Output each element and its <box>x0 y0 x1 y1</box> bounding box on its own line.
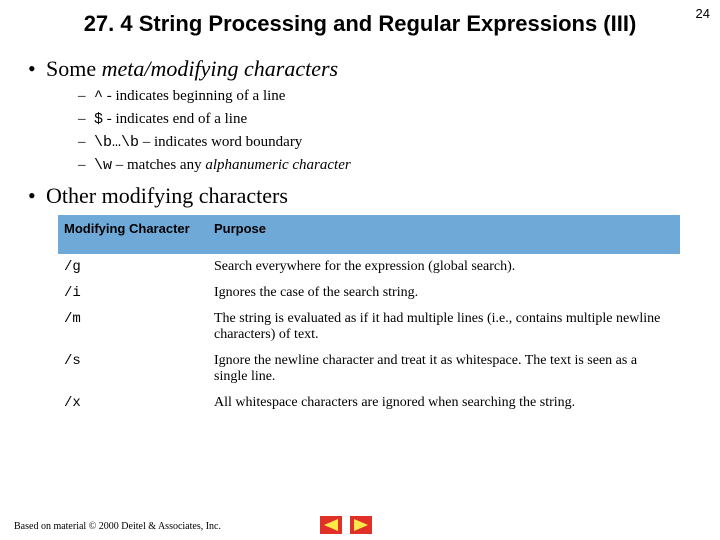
col-header-purpose: Purpose <box>208 215 680 254</box>
code-dollar: $ <box>94 111 103 128</box>
bullet-other-chars: •Other modifying characters <box>28 183 702 209</box>
purpose-cell: The string is evaluated as if it had mul… <box>208 306 680 348</box>
nav-arrows <box>320 516 372 534</box>
list-item: –$ - indicates end of a line <box>78 109 702 130</box>
bullet1-italic: meta/modifying characters <box>102 56 338 81</box>
bullet1-prefix: Some <box>46 56 102 81</box>
desc: - indicates beginning of a line <box>103 88 285 104</box>
page-number: 24 <box>696 6 710 21</box>
table-row: /gSearch everywhere for the expression (… <box>58 254 680 280</box>
desc: - indicates end of a line <box>103 111 247 127</box>
bullet-meta-chars: •Some meta/modifying characters <box>28 56 702 82</box>
purpose-cell: Search everywhere for the expression (gl… <box>208 254 680 280</box>
prev-arrow-button[interactable] <box>320 516 342 534</box>
footer-credit: Based on material © 2000 Deitel & Associ… <box>14 521 221 532</box>
desc: – indicates word boundary <box>139 134 302 150</box>
list-item: –^ - indicates beginning of a line <box>78 86 702 107</box>
code-caret: ^ <box>94 88 103 105</box>
list-item: –\b…\b – indicates word boundary <box>78 132 702 153</box>
modifier-cell: /m <box>58 306 208 348</box>
list-item: –\w – matches any alphanumeric character <box>78 155 702 176</box>
bullet2-text: Other modifying characters <box>46 183 288 208</box>
table-row: /mThe string is evaluated as if it had m… <box>58 306 680 348</box>
arrow-right-icon <box>354 519 368 531</box>
table-row: /iIgnores the case of the search string. <box>58 280 680 306</box>
meta-char-list: –^ - indicates beginning of a line –$ - … <box>78 86 702 177</box>
table-row: /xAll whitespace characters are ignored … <box>58 390 680 416</box>
modifier-cell: /i <box>58 280 208 306</box>
code-w: \w <box>94 157 112 174</box>
slide-body: •Some meta/modifying characters –^ - ind… <box>0 42 720 416</box>
slide-title: 27. 4 String Processing and Regular Expr… <box>0 0 720 42</box>
modifier-cell: /s <box>58 348 208 390</box>
modifier-cell: /g <box>58 254 208 280</box>
modifiers-table: Modifying Character Purpose /gSearch eve… <box>58 215 680 416</box>
purpose-cell: Ignores the case of the search string. <box>208 280 680 306</box>
purpose-cell: All whitespace characters are ignored wh… <box>208 390 680 416</box>
modifiers-table-wrap: Modifying Character Purpose /gSearch eve… <box>58 215 680 416</box>
desc-italic: alphanumeric character <box>205 157 350 173</box>
next-arrow-button[interactable] <box>350 516 372 534</box>
arrow-left-icon <box>324 519 338 531</box>
table-row: /sIgnore the newline character and treat… <box>58 348 680 390</box>
desc-pre: – matches any <box>112 157 205 173</box>
purpose-cell: Ignore the newline character and treat i… <box>208 348 680 390</box>
modifier-cell: /x <box>58 390 208 416</box>
code-wordboundary: \b…\b <box>94 134 139 151</box>
col-header-modifier: Modifying Character <box>58 215 208 254</box>
